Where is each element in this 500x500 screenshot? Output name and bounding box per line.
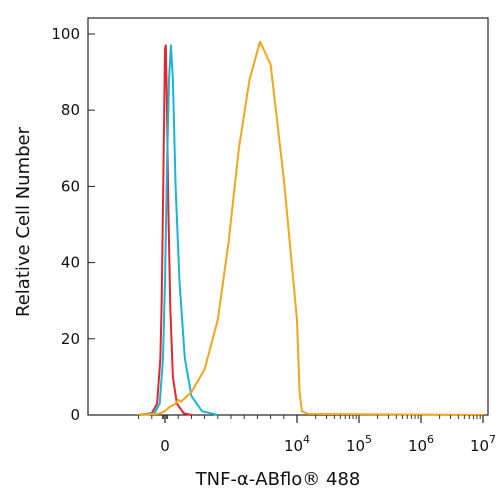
y-tick-label: 0 [70, 406, 80, 424]
x-tick-label: 0 [160, 437, 170, 455]
x-tick-label: 107 [470, 433, 496, 455]
x-tick-label: 106 [408, 433, 434, 455]
y-tick-label: 40 [61, 254, 80, 272]
x-tick-label: 104 [284, 433, 310, 455]
y-tick-label: 20 [61, 330, 80, 348]
x-axis-title: TNF-α-ABflo® 488 [195, 469, 361, 490]
series-line-1 [137, 44, 193, 416]
plot-area [87, 17, 489, 416]
y-tick-label: 60 [61, 177, 80, 195]
axes-layer: 0 20 40 60 80 100 0 104 105 106 107 [51, 25, 496, 455]
series-layer [137, 40, 484, 416]
y-tick-label: 80 [61, 101, 80, 119]
y-tick-label: 100 [51, 25, 80, 43]
series-line-3 [137, 40, 484, 416]
y-axis-title: Relative Cell Number [13, 126, 34, 317]
series-line-2 [137, 44, 219, 416]
plot-frame [87, 17, 489, 416]
x-tick-label: 105 [346, 433, 372, 455]
